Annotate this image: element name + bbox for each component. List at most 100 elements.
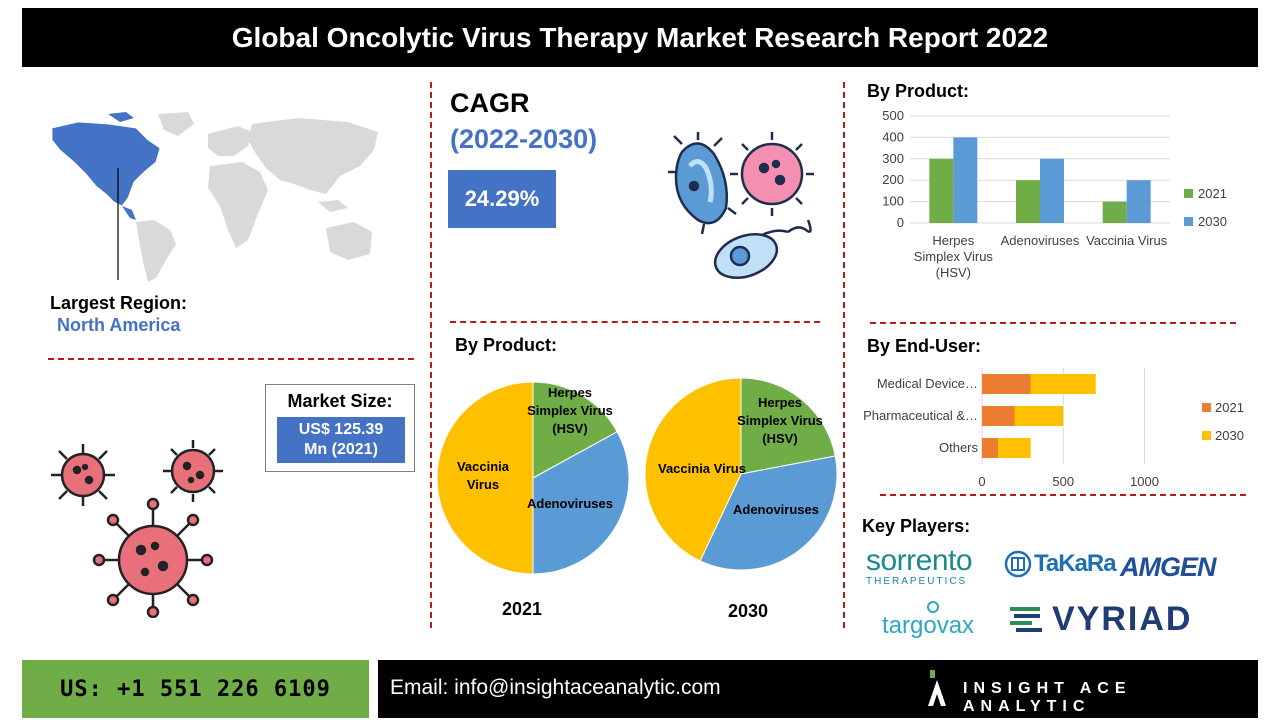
sorrento-logo: sorrento THERAPEUTICS xyxy=(866,544,988,588)
virus-small-2-icon xyxy=(163,440,223,502)
product-y-tick: 100 xyxy=(882,194,904,209)
footer-phone[interactable]: US: +1 551 226 6109 xyxy=(22,660,369,718)
product-y-tick: 500 xyxy=(882,108,904,123)
market-size-value-line2: Mn (2021) xyxy=(304,441,378,458)
asia-shape xyxy=(248,118,378,194)
pie-2030-label-vaccinia: Vaccinia Virus xyxy=(658,461,746,476)
end-user-bar-chart: 0 500 1000 Medical Device… Pharmaceutical &…… xyxy=(863,368,1244,489)
north-america-islands xyxy=(108,112,134,122)
divider-end-user xyxy=(880,494,1246,496)
market-size-card: Market Size: US$ 125.39 Mn (2021) xyxy=(265,384,415,472)
end-user-bar-2021-1 xyxy=(982,406,1015,426)
flagellate-icon xyxy=(713,219,812,279)
section-by-product-mid: By Product: xyxy=(455,335,558,355)
product-bar-2030-1 xyxy=(1040,158,1064,223)
product-legend-label-2021: 2021 xyxy=(1198,186,1227,201)
pie-2030-label-adeno: Adenoviruses xyxy=(733,502,819,517)
pie-2030 xyxy=(644,378,838,571)
pie-2021-label-hsv-line3: (HSV) xyxy=(552,421,588,436)
section-by-product-top: By Product: xyxy=(867,81,970,101)
virus-large-icon xyxy=(92,497,214,618)
targovax-dot-icon xyxy=(927,601,939,613)
insight-ace-logo-icon xyxy=(928,670,946,706)
vyriad-logo-text: VYRIAD xyxy=(1052,600,1193,638)
product-x-tick: Simplex Virus xyxy=(914,249,994,264)
footer-bar: Email: info@insightaceanalytic.com INSIG… xyxy=(378,660,1258,718)
divider-cagr xyxy=(450,321,820,323)
product-y-tick: 0 xyxy=(897,215,904,230)
pie-2030-year: 2030 xyxy=(728,601,769,621)
pie-2021-label-hsv: Herpes Simplex Virus (HSV) xyxy=(520,384,620,438)
pie-2030-slice-0 xyxy=(740,378,836,475)
europe-shape xyxy=(208,126,252,156)
pie-2021-label-vaccinia-line2: Virus xyxy=(466,477,500,492)
targovax-logo-text: targovax xyxy=(882,612,975,639)
takara-emblem-icon xyxy=(1004,550,1032,578)
section-by-end-user: By End-User: xyxy=(867,336,982,356)
takara-logo-text: TaKaRa xyxy=(1034,550,1117,577)
divider-region xyxy=(48,358,414,360)
pie-2030-label-hsv: Herpes Simplex Virus (HSV) xyxy=(730,394,830,448)
cagr-period: (2022-2030) xyxy=(450,124,598,154)
pie-2021-label-vaccinia-line1: Vaccinia xyxy=(456,459,510,474)
end-user-y-tick: Others xyxy=(939,440,979,455)
sorrento-logo-main: sorrento xyxy=(866,544,973,577)
pie-2021 xyxy=(436,381,630,575)
product-y-tick: 400 xyxy=(882,129,904,144)
bacterium-icon xyxy=(668,132,737,235)
greenland-shape xyxy=(158,112,194,136)
divider-right xyxy=(843,82,845,628)
vyriad-emblem-icon xyxy=(1010,606,1042,632)
product-bar-2021-1 xyxy=(1016,180,1040,223)
end-user-x-tick: 500 xyxy=(1052,474,1074,489)
pie-2021-label-vaccinia: Vaccinia Virus xyxy=(452,458,514,494)
product-bar-2021-0 xyxy=(929,158,954,223)
pie-2021-label-hsv-line2: Simplex Virus xyxy=(527,403,613,418)
end-user-y-tick: Pharmaceutical &… xyxy=(863,408,978,423)
pie-2021-label-adeno: Adenoviruses xyxy=(527,496,613,511)
pie-2030-slice-2 xyxy=(644,378,742,562)
largest-region-label: Largest Region: xyxy=(50,293,188,313)
sorrento-logo-sub: THERAPEUTICS xyxy=(866,576,968,587)
end-user-bar-2021-2 xyxy=(982,438,999,458)
product-bar-2021-2 xyxy=(1102,201,1127,223)
end-user-y-tick: Medical Device… xyxy=(877,376,978,391)
divider-left xyxy=(430,82,432,628)
se-asia-shape xyxy=(318,200,348,212)
end-user-x-tick: 1000 xyxy=(1130,474,1159,489)
largest-region-value: North America xyxy=(57,315,181,335)
microbes-icon xyxy=(668,132,814,279)
product-legend-swatch-2030 xyxy=(1184,217,1193,226)
footer-email[interactable]: Email: info@insightaceanalytic.com xyxy=(390,676,721,699)
end-user-legend-swatch-2021 xyxy=(1202,403,1211,412)
end-user-legend-swatch-2030 xyxy=(1202,431,1211,440)
pink-virus-icon xyxy=(730,132,814,216)
world-map xyxy=(51,112,378,282)
virus-cells-icon xyxy=(51,440,223,618)
north-america-shape xyxy=(51,121,161,207)
targovax-logo: targovax xyxy=(882,600,982,642)
end-user-x-tick: 0 xyxy=(978,474,985,489)
pie-2030-label-hsv-line3: (HSV) xyxy=(762,431,798,446)
pie-2030-label-hsv-line2: Simplex Virus xyxy=(737,413,823,428)
product-legend-swatch-2021 xyxy=(1184,189,1193,198)
product-x-tick: Adenoviruses xyxy=(1001,233,1080,248)
market-size-label: Market Size: xyxy=(287,391,393,411)
end-user-legend-label-2021: 2021 xyxy=(1215,400,1244,415)
takara-logo: TaKaRa xyxy=(1004,550,1117,578)
amgen-logo: AMGEN xyxy=(1120,552,1216,582)
south-america-shape xyxy=(136,220,176,282)
product-legend-label-2030: 2030 xyxy=(1198,214,1227,229)
product-y-tick: 300 xyxy=(882,151,904,166)
pie-charts xyxy=(436,378,838,575)
end-user-bar-2030-2 xyxy=(998,438,1031,458)
australia-shape xyxy=(326,222,372,260)
central-america-shape xyxy=(122,206,136,220)
divider-product xyxy=(870,322,1236,324)
product-x-tick: Vaccinia Virus xyxy=(1086,233,1168,248)
pie-2021-year: 2021 xyxy=(502,599,543,619)
vyriad-logo: VYRIAD xyxy=(1010,600,1192,639)
product-bar-2030-2 xyxy=(1126,180,1151,223)
market-size-value: US$ 125.39 Mn (2021) xyxy=(277,417,405,463)
product-x-tick: Herpes xyxy=(932,233,974,248)
